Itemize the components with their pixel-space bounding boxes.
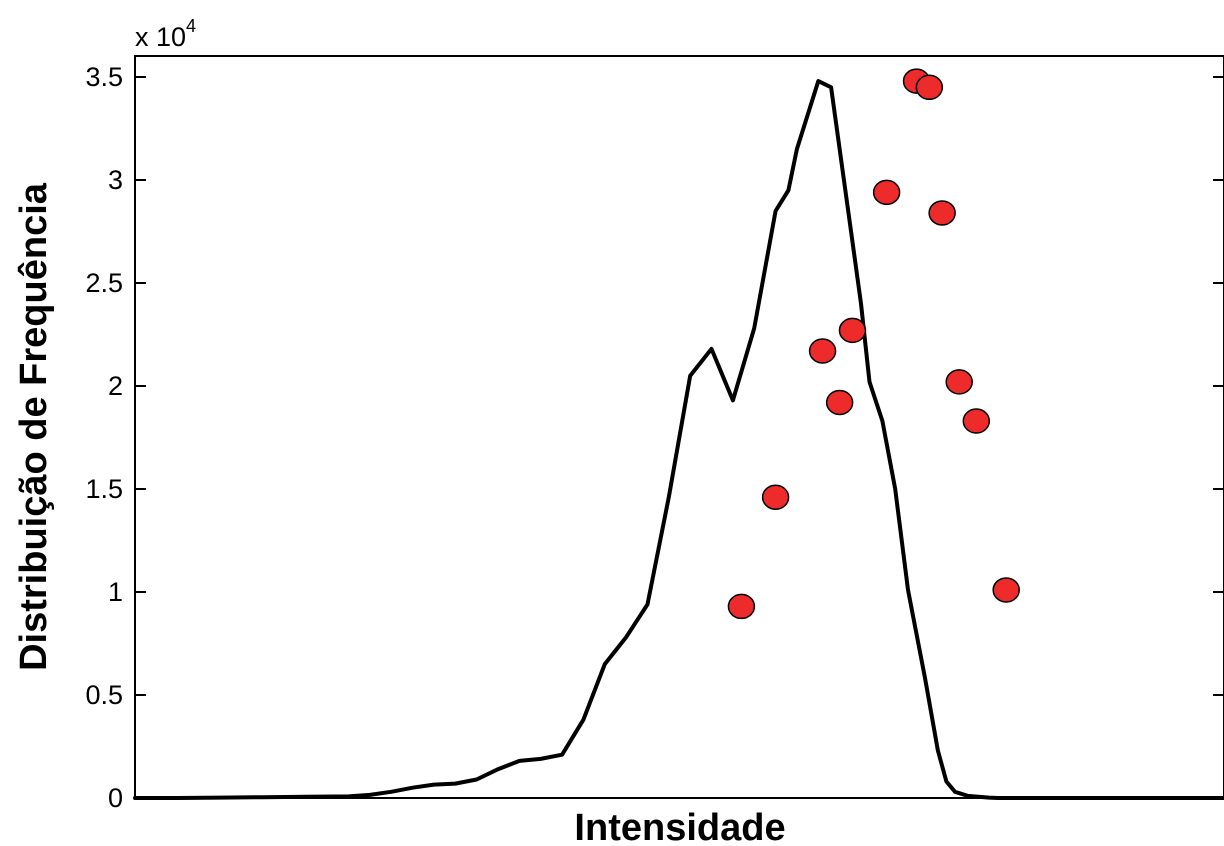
y-tick-label: 1 (108, 577, 123, 607)
data-marker (962, 408, 991, 434)
data-marker (928, 200, 956, 226)
y-tick-labels: 0 0.5 1 1.5 2 2.5 3 3.5 (85, 62, 123, 813)
data-marker (992, 577, 1020, 603)
data-marker (872, 179, 901, 206)
y-tick-label: 0 (108, 783, 123, 813)
series-line (133, 79, 1224, 800)
x-axis-label: Intensidade (574, 807, 785, 846)
y-axis-label: Distribuição de Frequência (13, 182, 55, 671)
data-marker (945, 369, 973, 395)
data-marker (838, 317, 867, 344)
y-tick-label: 3.5 (85, 62, 123, 92)
data-marker (915, 74, 944, 101)
data-marker (825, 389, 854, 416)
y-tick-label: 3 (108, 165, 123, 195)
y-multiplier-label: x 104 (135, 16, 196, 52)
y-tick-label: 1.5 (85, 474, 123, 504)
y-tick-label: 0.5 (85, 680, 123, 710)
data-marker (761, 484, 790, 510)
y-multiplier-exponent: 4 (186, 16, 196, 36)
y-tick-label: 2 (108, 371, 123, 401)
y-tick-label: 2.5 (85, 268, 123, 298)
data-marker (808, 338, 837, 364)
markers (727, 68, 1020, 620)
data-marker (727, 593, 756, 620)
